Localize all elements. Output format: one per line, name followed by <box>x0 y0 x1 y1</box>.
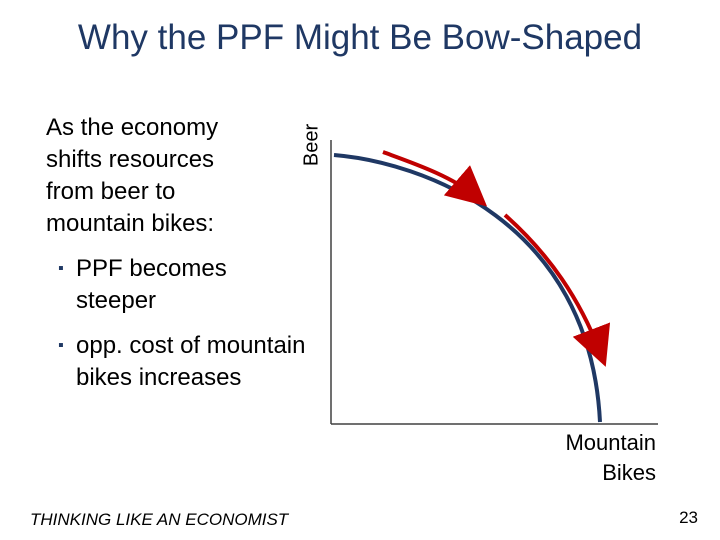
bullet-text: PPF becomes steeper <box>76 255 227 314</box>
page-number: 23 <box>679 508 698 527</box>
intro-text: As the economy shifts resources from bee… <box>46 114 219 237</box>
bullet-square-icon: ▪ <box>58 260 64 277</box>
shift-arrow-lower <box>503 213 611 367</box>
ppf-curve <box>333 153 602 423</box>
bullet-square-icon: ▪ <box>58 337 64 354</box>
slide-title: Why the PPF Might Be Bow-Shaped <box>77 18 643 57</box>
x-axis-label-line1: Mountain <box>565 430 656 455</box>
bullet-ppf-steeper: ▪ PPF becomes steeper <box>58 253 306 317</box>
bullet-opp-cost: ▪ opp. cost of mountain bikes increases <box>58 330 306 394</box>
x-axis-label-line2: Bikes <box>602 460 656 485</box>
shift-arrow-upper <box>382 150 488 207</box>
bullet-text: opp. cost of mountain bikes increases <box>76 332 306 391</box>
y-axis-label: Beer <box>300 123 323 167</box>
footer-text: THINKING LIKE AN ECONOMIST <box>30 510 289 529</box>
x-axis-label: Mountain Bikes <box>496 428 656 488</box>
